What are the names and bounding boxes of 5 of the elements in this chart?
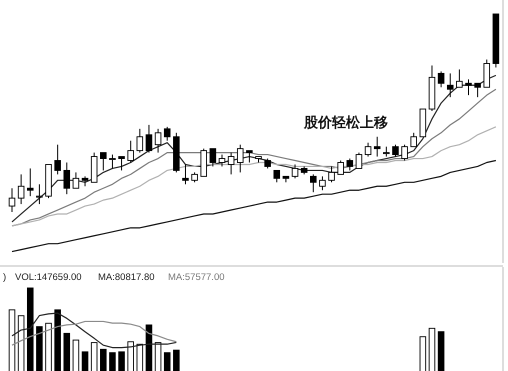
- text: MA:80817.80: [98, 272, 155, 283]
- text: MA:57577.00: [168, 272, 225, 283]
- text: VOL:147659.00: [15, 272, 82, 283]
- annotation: 股价轻松上移: [303, 115, 388, 131]
- text: ): [3, 272, 6, 283]
